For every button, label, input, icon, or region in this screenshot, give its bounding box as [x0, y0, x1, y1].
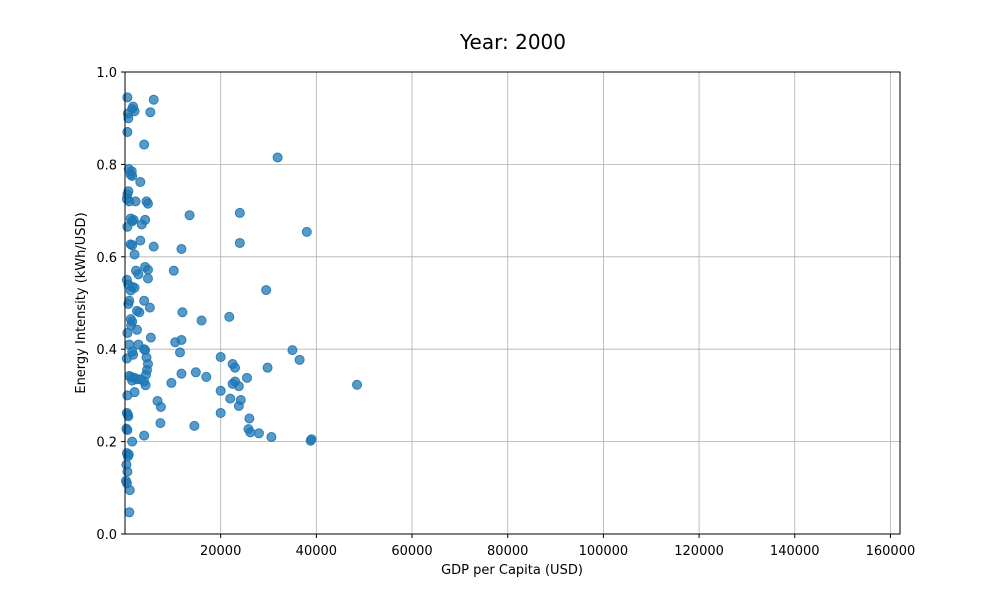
- data-point: [266, 431, 277, 442]
- data-point: [121, 353, 132, 364]
- data-point: [124, 485, 135, 496]
- data-point: [155, 401, 166, 412]
- data-point: [305, 435, 316, 446]
- y-tick-label: 0.2: [96, 436, 117, 451]
- data-point: [230, 362, 241, 373]
- data-point: [135, 235, 146, 246]
- data-point: [122, 92, 133, 103]
- data-point: [176, 243, 187, 254]
- plot-frame: [124, 71, 901, 535]
- y-axis-label: Energy Intensity (kWh/USD): [74, 212, 89, 393]
- x-tick-label: 120000: [674, 544, 724, 559]
- data-point: [234, 207, 245, 218]
- data-point: [122, 328, 133, 339]
- data-point: [189, 420, 200, 431]
- data-point: [122, 425, 133, 436]
- chart-title: Year: 2000: [459, 30, 566, 54]
- data-point: [215, 352, 226, 363]
- data-point: [196, 315, 207, 326]
- data-point: [352, 379, 363, 390]
- data-point: [142, 264, 153, 275]
- y-tick-label: 0.0: [96, 528, 117, 543]
- data-point: [123, 298, 134, 309]
- data-point: [215, 407, 226, 418]
- data-point: [287, 345, 298, 356]
- data-point: [241, 372, 252, 383]
- data-points: [120, 92, 363, 518]
- data-point: [225, 393, 236, 404]
- data-point: [148, 94, 159, 105]
- x-tick-label: 100000: [579, 544, 629, 559]
- data-point: [136, 219, 147, 230]
- data-point: [145, 107, 156, 118]
- data-point: [122, 127, 133, 138]
- y-tick-label: 0.4: [96, 343, 117, 358]
- data-point: [128, 214, 139, 225]
- data-point: [125, 169, 136, 180]
- data-point: [122, 390, 133, 401]
- data-point: [139, 295, 150, 306]
- data-point: [125, 285, 136, 296]
- data-point: [215, 385, 226, 396]
- data-point: [175, 347, 186, 358]
- data-point: [127, 436, 138, 447]
- data-point: [177, 307, 188, 318]
- data-point: [140, 380, 151, 391]
- data-point: [261, 285, 272, 296]
- data-point: [124, 507, 135, 518]
- data-point: [122, 466, 133, 477]
- x-tick-label: 40000: [296, 544, 337, 559]
- data-point: [127, 375, 138, 386]
- data-point: [142, 273, 153, 284]
- data-point: [133, 269, 144, 280]
- data-point: [245, 427, 256, 438]
- data-point: [135, 176, 146, 187]
- grid-lines: [125, 71, 900, 535]
- data-point: [184, 210, 195, 221]
- data-point: [176, 368, 187, 379]
- data-point: [148, 241, 159, 252]
- data-point: [142, 198, 153, 209]
- data-point: [145, 332, 156, 343]
- data-point: [233, 381, 244, 392]
- data-point: [139, 139, 150, 150]
- data-point: [201, 371, 212, 382]
- data-point: [301, 226, 312, 237]
- data-point: [123, 113, 134, 124]
- data-point: [262, 362, 273, 373]
- data-point: [190, 367, 201, 378]
- data-point: [131, 324, 142, 335]
- data-point: [123, 411, 134, 422]
- data-point: [129, 249, 140, 260]
- data-point: [244, 413, 255, 424]
- data-point: [122, 221, 133, 232]
- data-point: [134, 307, 145, 318]
- data-point: [253, 428, 264, 439]
- y-tick-label: 0.8: [96, 158, 117, 173]
- data-point: [294, 354, 305, 365]
- data-point: [155, 418, 166, 429]
- data-point: [170, 337, 181, 348]
- data-point: [272, 152, 283, 163]
- data-point: [144, 302, 155, 313]
- data-point: [127, 240, 138, 251]
- y-tick-label: 0.6: [96, 251, 117, 266]
- x-axis-label: GDP per Capita (USD): [441, 563, 583, 578]
- x-tick-label: 60000: [391, 544, 432, 559]
- x-tick-label: 160000: [866, 544, 916, 559]
- data-point: [234, 237, 245, 248]
- data-point: [139, 430, 150, 441]
- data-point: [130, 196, 141, 207]
- axis-ticks: 20000 40000 60000 80000 100000 120000 140000 16…: [96, 66, 915, 559]
- data-point: [233, 401, 244, 412]
- x-tick-label: 140000: [770, 544, 820, 559]
- x-tick-label: 20000: [200, 544, 241, 559]
- data-point: [129, 106, 140, 117]
- x-tick-label: 80000: [487, 544, 528, 559]
- data-point: [168, 265, 179, 276]
- data-point: [166, 377, 177, 388]
- data-point: [224, 311, 235, 322]
- y-tick-label: 1.0: [96, 66, 117, 81]
